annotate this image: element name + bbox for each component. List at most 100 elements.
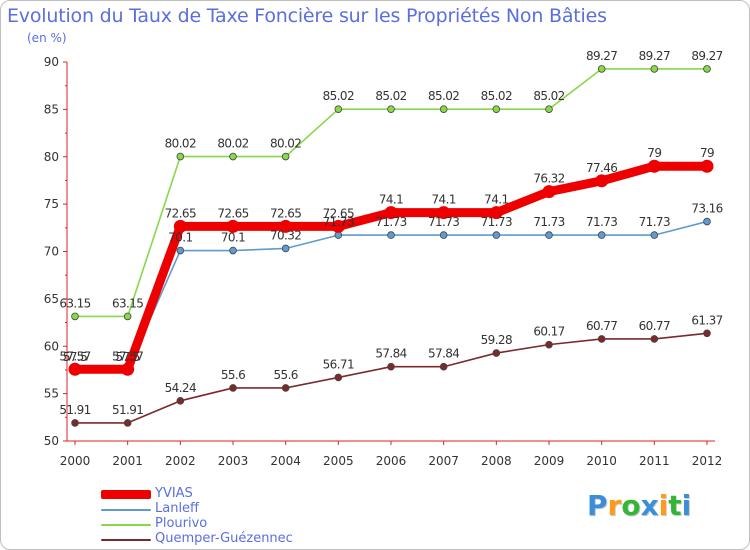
data-point [176,397,185,405]
chart-title: Evolution du Taux de Taxe Foncière sur l… [7,5,607,27]
data-point [597,231,606,239]
data-point [123,419,132,427]
logo-letter: o [621,489,641,522]
data-label: 56.71 [323,357,354,371]
data-label: 55.6 [221,368,245,382]
y-tick-label: 70 [44,245,59,259]
data-label: 71.73 [533,215,564,229]
data-point [176,152,185,161]
legend-swatch [101,490,151,499]
data-point [545,340,553,349]
data-point [281,244,290,253]
y-tick-label: 75 [44,197,59,211]
data-point [387,105,395,113]
x-tick-label: 2003 [218,454,249,468]
data-label: 85.02 [481,89,512,103]
data-label: 71.73 [375,215,406,229]
data-point [281,152,290,161]
data-label: 89.27 [639,49,670,63]
data-label: 71.73 [323,215,354,229]
x-tick-label: 2002 [165,454,196,468]
y-tick-label: 65 [44,292,59,306]
x-tick-label: 2005 [323,454,354,468]
legend-swatch [101,539,151,541]
y-tick-label: 55 [44,387,59,401]
y-tick-label: 50 [44,434,59,448]
x-tick-label: 2012 [692,454,723,468]
data-label: 57.5 [116,350,140,364]
data-label: 85.02 [533,89,564,103]
data-label: 59.28 [481,333,512,347]
legend-swatch [101,524,151,526]
data-label: 80.02 [165,137,196,151]
data-point [334,373,343,382]
data-point [650,335,659,343]
y-tick-label: 60 [44,339,59,353]
data-point [595,174,609,188]
data-point [439,105,448,113]
data-label: 89.27 [586,49,617,63]
x-tick-label: 2000 [60,454,91,468]
data-point [331,219,345,233]
legend-label: Lanleff [155,501,200,516]
logo-letter: i [658,489,669,522]
data-label: 80.02 [270,137,301,151]
x-tick-label: 2006 [376,454,407,468]
data-label: 85.02 [375,89,406,103]
data-label: 70.1 [168,231,192,245]
data-point [703,217,711,226]
data-point [439,362,448,371]
data-label: 70.1 [221,231,245,245]
data-label: 73.16 [691,202,722,216]
legend-label: Plourivo [155,516,208,531]
data-label: 71.73 [481,215,512,229]
data-label: 77.46 [586,161,617,175]
data-point [229,152,237,161]
data-label: 63.15 [59,296,90,310]
data-label: 80.02 [217,137,248,151]
data-label: 72.65 [270,206,301,220]
data-point [281,384,290,392]
logo-letter: r [607,489,622,522]
data-label: 60.77 [586,319,617,333]
y-tick-label: 85 [44,102,59,116]
legend-label: YVIAS [155,486,193,501]
y-tick-label: 90 [44,55,59,69]
data-label: 85.02 [323,89,354,103]
data-point [703,65,711,73]
data-point [492,349,501,357]
data-point [703,329,711,338]
data-label: 71.73 [586,215,617,229]
x-tick-label: 2011 [639,454,670,468]
data-label: 57.57 [112,349,143,363]
data-label: 85.02 [428,89,459,103]
y-tick-label: 80 [44,150,59,164]
data-point [545,231,553,239]
data-point [387,362,395,371]
data-point [71,312,79,321]
logo-letter: t [668,489,682,522]
data-point [279,219,293,233]
data-point [437,206,451,220]
data-label: 51.91 [112,403,143,417]
data-label: 60.77 [639,319,670,333]
logo-letter: i [681,489,692,522]
data-point [173,219,187,233]
data-point [597,65,606,73]
data-point [492,231,501,239]
data-point [68,362,82,376]
data-label: 74.1 [432,193,456,207]
data-label: 79 [647,146,661,160]
data-point [650,231,659,239]
data-label: 55.6 [274,368,298,382]
data-label: 74.1 [379,193,403,207]
x-tick-label: 2004 [270,454,301,468]
data-label: 57.84 [428,347,459,361]
logo-letter: P [587,489,608,522]
data-point [71,419,79,427]
data-label: 79 [700,146,714,160]
x-tick-label: 2010 [586,454,617,468]
legend-label: Quemper-Guézennec [155,531,293,546]
data-point [597,335,606,343]
